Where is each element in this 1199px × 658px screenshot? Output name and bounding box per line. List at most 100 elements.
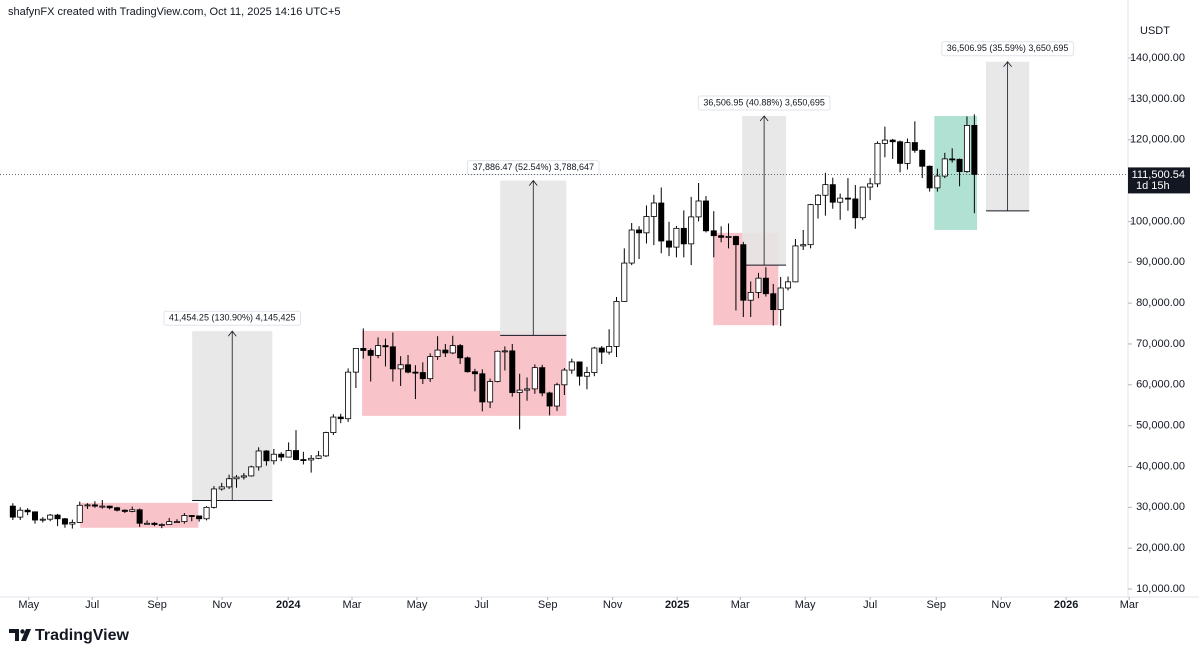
y-tick-label: 90,000.00 [1136,256,1185,268]
candle-body [867,183,874,188]
candle-body [643,216,650,234]
x-tick-label: Mar [1120,599,1139,611]
candle-body [889,139,896,143]
candle-body [121,509,128,512]
last-price-tag [1128,167,1190,194]
brand: TradingView [35,627,130,644]
candle-body [539,367,546,394]
candle-body [322,432,329,457]
candle-body [151,522,158,525]
y-tick-label: 10,000.00 [1136,583,1185,595]
candle-body [203,506,210,520]
candle-body [531,367,538,390]
candle-body [315,455,322,459]
candle-body [576,361,583,377]
candle-body [792,245,799,283]
arrow-head [1003,61,1012,68]
candle-body [725,236,732,238]
candle-body [770,293,777,311]
candle-body [591,347,598,373]
measure-label-box [697,95,831,111]
candle-body [397,364,404,370]
candle-body [822,184,829,196]
measure-label-box [163,310,302,326]
candle-body [874,142,881,185]
candle-body [785,281,792,289]
countdown: 1d 15h [1136,180,1170,192]
candle-body [829,184,836,203]
measure-label: 36,506.95 (40.88%) 3,650,695 [703,97,825,107]
candle-body [583,372,590,377]
x-tick-label: Jul [863,599,877,611]
candle-body [666,240,673,248]
candle-body [904,142,911,164]
candle-body [114,507,121,511]
candle-body [9,505,16,518]
candle-body [471,371,478,375]
candle-body [218,486,225,490]
candle-body [606,345,613,353]
candle-body [32,511,39,521]
x-tick-label: Mar [731,599,750,611]
candle-body [800,244,807,247]
candle-body [24,509,31,513]
candle-body [136,509,143,524]
candle-body [844,197,851,200]
y-tick-label: 100,000.00 [1130,215,1185,227]
candle-body [561,369,568,386]
candle-body [732,236,739,246]
candle-body [501,350,508,353]
candle-body [389,346,396,370]
x-tick-label: Sep [147,599,167,611]
measure-label-box [941,41,1074,57]
y-tick-label: 120,000.00 [1130,134,1185,146]
x-tick-label: Nov [212,599,232,611]
logo-icon [20,629,25,634]
measure-label-box [466,160,600,176]
x-tick-label: 2024 [276,599,301,611]
candle-body [494,350,501,382]
measure-label: 37,886.47 (52.54%) 3,788,647 [472,162,594,172]
x-tick-label: May [407,599,428,611]
candle-body [17,509,24,518]
x-tick-label: 2025 [665,599,689,611]
candle-body [405,364,412,373]
candle-body [680,227,687,245]
y-tick-label: 30,000.00 [1136,501,1185,513]
candle-body [926,165,933,189]
candle-body [367,350,374,356]
candle-body [158,524,165,526]
candle-body [718,235,725,238]
candle-body [911,142,918,151]
candle-body [412,371,419,374]
y-tick-label: 130,000.00 [1130,93,1185,105]
plot-area: 41,454.25 (130.90%) 4,145,425 37,886.47 (… [9,41,1074,529]
y-tick-label: 20,000.00 [1136,542,1185,554]
candle-body [144,522,151,525]
y-tick-label: 50,000.00 [1136,420,1185,432]
candle-body [598,347,605,353]
currency: USDT [1140,25,1170,37]
candle-body [449,345,456,354]
candle-body [226,478,233,488]
candle-body [360,348,367,351]
candle-body [173,521,180,524]
candle-body [919,149,926,167]
candle-body [621,262,628,302]
candle-body [69,522,76,525]
candle-body [755,277,762,293]
candle-body [487,381,494,403]
candle-body [106,505,113,509]
candle-body [934,175,941,189]
candle-body [99,505,106,508]
x-tick-label: Sep [538,599,558,611]
candle-body [524,388,531,391]
x-tick-label: Nov [991,599,1011,611]
x-tick-label: Jul [85,599,99,611]
candle-body [710,230,717,237]
candle-body [688,216,695,245]
last-price-label: 111,500.54 [1132,169,1185,181]
candle-body [285,450,292,458]
